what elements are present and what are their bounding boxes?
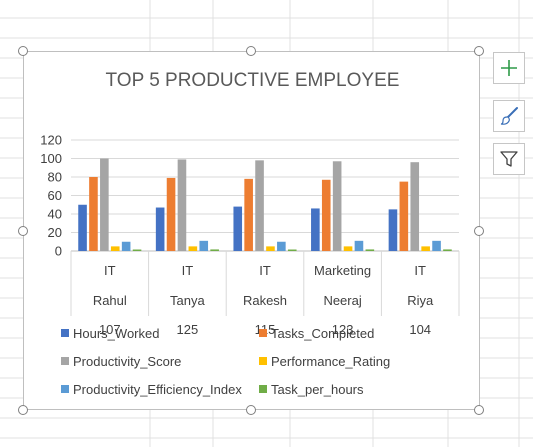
category-label-department: IT [414,263,426,278]
category-label-name: Riya [407,293,434,308]
bar-task-per-hours[interactable] [210,249,219,251]
bar-performance-rating[interactable] [421,246,430,251]
category-label-name: Tanya [170,293,205,308]
bar-task-per-hours[interactable] [365,249,375,251]
legend-swatch [259,329,267,337]
bar-performance-rating[interactable] [266,246,275,251]
category-label-name: Neeraj [323,293,361,308]
bar-tasks-completed[interactable] [166,177,176,251]
bar-productivity-efficiency-index[interactable] [199,240,209,251]
bar-tasks-completed[interactable] [399,181,409,251]
category-label-department: Marketing [314,263,371,278]
bar-hours-worked[interactable] [388,209,398,251]
bar-productivity-score[interactable] [410,162,420,251]
bar-productivity-efficiency-index[interactable] [432,240,441,251]
bar-performance-rating[interactable] [188,246,198,251]
resize-handle-top-right[interactable] [474,46,484,56]
bar-hours-worked[interactable] [78,204,87,251]
category-label-id: 125 [177,322,199,337]
legend-label[interactable]: Performance_Rating [271,354,390,369]
paintbrush-icon [500,107,518,125]
bar-performance-rating[interactable] [110,246,120,251]
legend-label[interactable]: Hours_Worked [73,326,159,341]
resize-handle-middle-right[interactable] [474,226,484,236]
chart-title[interactable]: TOP 5 PRODUCTIVE EMPLOYEE [106,70,400,91]
legend-swatch [61,385,69,393]
chart-styles-button[interactable] [493,100,525,132]
bar-productivity-efficiency-index[interactable] [121,241,131,251]
bar-task-per-hours[interactable] [443,249,452,251]
bar-productivity-score[interactable] [332,161,342,251]
bar-tasks-completed[interactable] [244,178,253,251]
bar-productivity-score[interactable] [177,159,187,251]
category-label-department: IT [259,263,271,278]
plus-icon [501,60,517,76]
resize-handle-bottom-left[interactable] [18,405,28,415]
bar-hours-worked[interactable] [311,208,320,251]
legend-swatch [61,329,69,337]
bar-performance-rating[interactable] [343,246,353,251]
category-label-department: IT [182,263,194,278]
category-label-id: 104 [409,322,431,337]
chart-elements-button[interactable] [493,52,525,84]
category-label-department: IT [104,263,116,278]
legend-swatch [259,385,267,393]
resize-handle-top-left[interactable] [18,46,28,56]
y-tick-label: 100 [40,151,62,166]
y-tick-label: 20 [48,225,62,240]
bar-productivity-efficiency-index[interactable] [354,240,364,251]
resize-handle-middle-left[interactable] [18,226,28,236]
y-tick-label: 40 [48,207,62,222]
chart-filters-button[interactable] [493,143,525,175]
bar-hours-worked[interactable] [233,206,243,251]
y-tick-label: 80 [48,170,62,185]
category-label-name: Rakesh [243,293,287,308]
bar-productivity-score[interactable] [100,158,109,252]
resize-handle-top-center[interactable] [246,46,256,56]
legend-label[interactable]: Productivity_Efficiency_Index [73,382,242,397]
bar-task-per-hours[interactable] [132,249,142,251]
bar-productivity-efficiency-index[interactable] [277,241,286,251]
bar-tasks-completed[interactable] [89,177,98,251]
bar-task-per-hours[interactable] [287,249,297,251]
funnel-icon [500,151,518,167]
legend-swatch [61,357,69,365]
y-tick-label: 120 [40,133,62,148]
bar-chart: TOP 5 PRODUCTIVE EMPLOYEE 0 20 40 60 80 100 12… [40,70,460,397]
bar-hours-worked[interactable] [155,207,165,251]
category-label-id: 123 [332,322,354,337]
resize-handle-bottom-right[interactable] [474,405,484,415]
bar-productivity-score[interactable] [255,160,264,251]
chart-area[interactable]: TOP 5 PRODUCTIVE EMPLOYEE 0 20 40 60 80 100 12… [23,51,480,410]
category-label-id: 107 [99,322,121,337]
y-tick-label: 0 [55,244,62,259]
legend-swatch [259,357,267,365]
legend-label[interactable]: Productivity_Score [73,354,181,369]
category-label-name: Rahul [93,293,127,308]
resize-handle-bottom-center[interactable] [246,405,256,415]
bar-tasks-completed[interactable] [321,179,331,251]
legend-label[interactable]: Tasks_Completed [271,326,374,341]
y-tick-label: 60 [48,188,62,203]
legend-label[interactable]: Task_per_hours [271,382,364,397]
